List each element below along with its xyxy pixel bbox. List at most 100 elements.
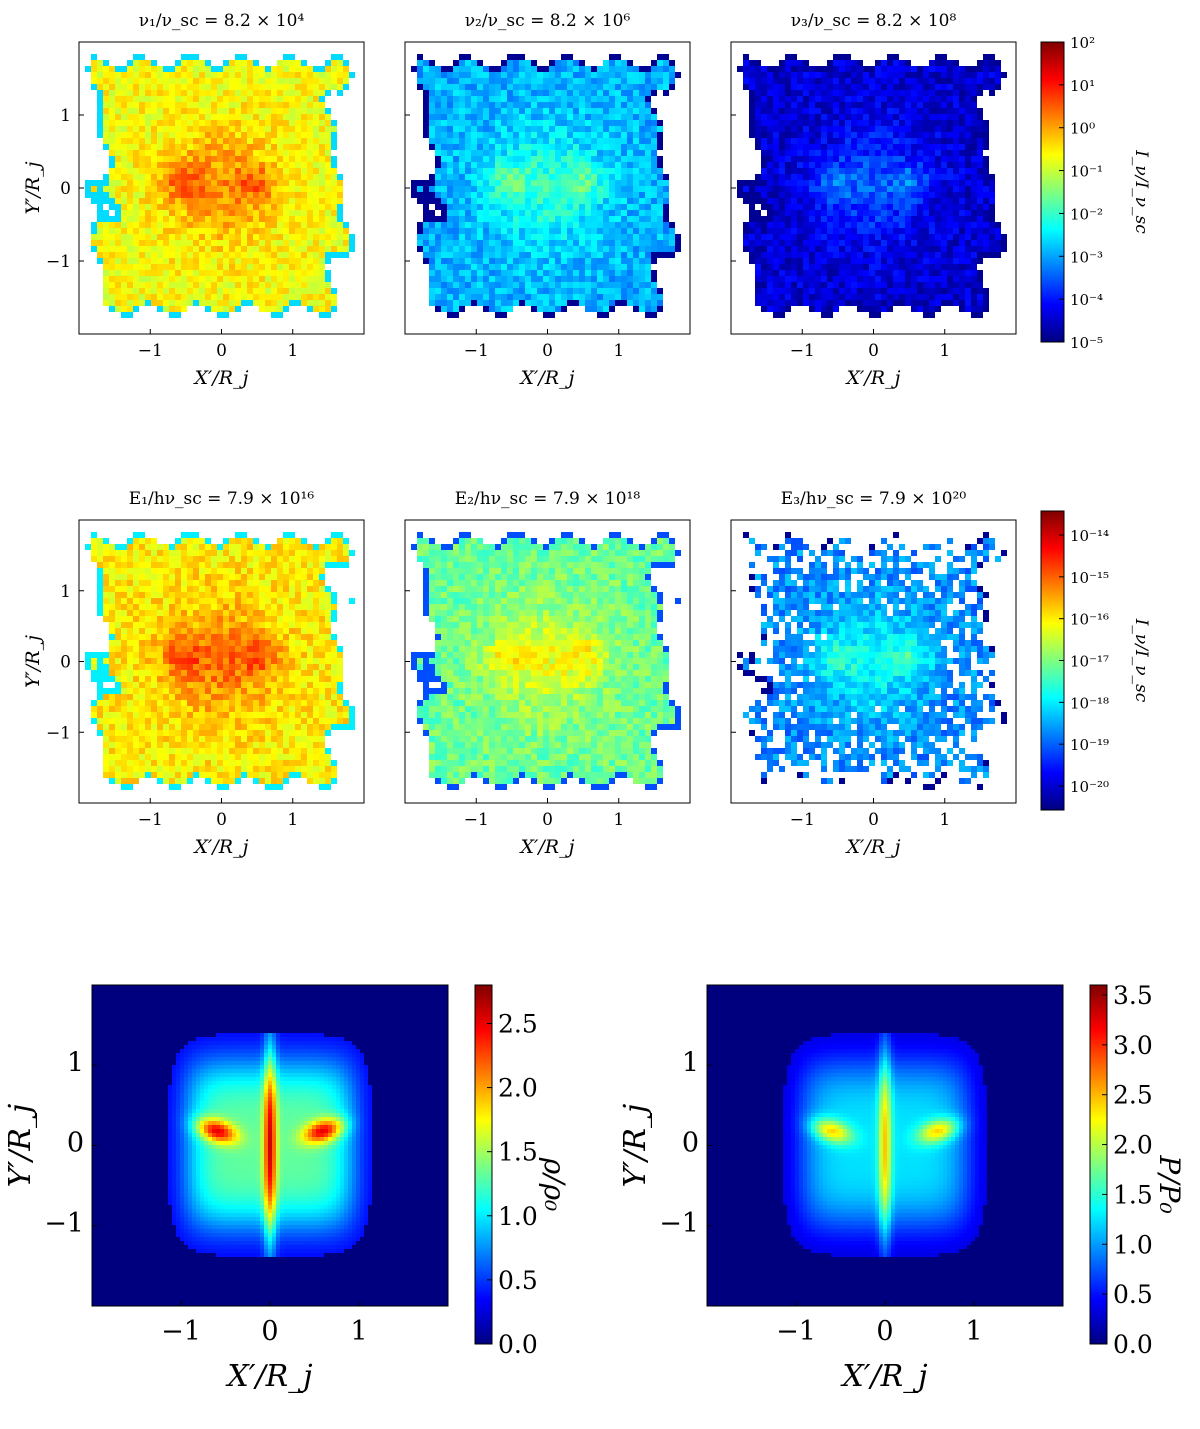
panel-7: −1 0 1 1 0 −1 X′/R_j Y′/R_j bbox=[3, 984, 449, 1394]
panel-2-xlabel: X′/R_j bbox=[519, 367, 575, 389]
panel-6: −1 0 1 E₃/hν_sc = 7.9 × 10²⁰ X′/R_j bbox=[730, 489, 1017, 858]
panel-5-title: E₂/hν_sc = 7.9 × 10¹⁸ bbox=[455, 489, 641, 509]
panel-3-xtick-label: 1 bbox=[939, 341, 950, 361]
panel-8-ytick-label: −1 bbox=[659, 1208, 699, 1239]
panel-1-ytick-label: −1 bbox=[46, 252, 71, 272]
panel-4-xtick-label: −1 bbox=[138, 810, 163, 830]
panel-8-colorbar-label: P/P₀ bbox=[1153, 1154, 1186, 1213]
panel-7-ylabel: Y′/R_j bbox=[3, 1104, 38, 1188]
row1-colorbar-tick-label: 10² bbox=[1070, 34, 1095, 52]
row2-colorbar-tick-label: 10⁻¹⁴ bbox=[1070, 527, 1109, 545]
panel-5: −1 0 1 E₂/hν_sc = 7.9 × 10¹⁸ X′/R_j bbox=[404, 489, 691, 858]
panel-7-colorbar: 0.0 0.5 1.0 1.5 2.0 2.5 ρ/ρ₀ bbox=[474, 984, 571, 1359]
panel-5-xtick-label: 1 bbox=[613, 810, 624, 830]
panel-1-xlabel: X′/R_j bbox=[193, 367, 249, 389]
panel-4-xlabel: X′/R_j bbox=[193, 836, 249, 858]
panel-8: −1 0 1 1 0 −1 X′/R_j Y′/R_j bbox=[618, 984, 1064, 1394]
panel-8-colorbar-tick-label: 0.5 bbox=[1113, 1280, 1153, 1309]
panel-7-xtick-label: 0 bbox=[261, 1316, 278, 1347]
panel-3-xlabel: X′/R_j bbox=[845, 367, 901, 389]
panel-6-xlabel: X′/R_j bbox=[845, 836, 901, 858]
panel-1-xtick-label: 0 bbox=[216, 341, 227, 361]
row2-colorbar-tick-label: 10⁻¹⁹ bbox=[1070, 736, 1109, 754]
panel-1-xtick-label: 1 bbox=[287, 341, 298, 361]
panel-4-xtick-label: 0 bbox=[216, 810, 227, 830]
panel-4-ytick-label: 1 bbox=[60, 582, 71, 602]
panel-8-colorbar-tick-label: 0.0 bbox=[1113, 1330, 1153, 1359]
row2-colorbar-tick-label: 10⁻¹⁶ bbox=[1070, 611, 1109, 629]
row2-colorbar-label: I_ν/I_ν_sc bbox=[1131, 618, 1151, 703]
row2-colorbar-tick-label: 10⁻²⁰ bbox=[1070, 778, 1109, 796]
panel-5-xlabel: X′/R_j bbox=[519, 836, 575, 858]
panel-1-xtick-label: −1 bbox=[138, 341, 163, 361]
panel-1: −1 0 1 1 0 −1 ν₁/ν_sc = 8.2 × 10⁴ X′/R_j Y′/R_j bbox=[22, 11, 365, 389]
row1-colorbar-tick-label: 10⁻¹ bbox=[1070, 163, 1103, 181]
row2-colorbar: 10⁻¹⁴ 10⁻¹⁵ 10⁻¹⁶ 10⁻¹⁷ 10⁻¹⁸ 10⁻¹⁹ 10⁻²⁰ I_ν/I… bbox=[1040, 510, 1151, 811]
panel-8-xtick-label: −1 bbox=[776, 1316, 816, 1347]
panel-8-colorbar-tick-label: 3.5 bbox=[1113, 981, 1153, 1010]
panel-6-xtick-label: −1 bbox=[790, 810, 815, 830]
panel-4-ytick-label: −1 bbox=[46, 723, 71, 743]
panel-2-xtick-label: 0 bbox=[542, 341, 553, 361]
panel-7-xtick-label: −1 bbox=[161, 1316, 201, 1347]
panel-6-xtick-label: 1 bbox=[939, 810, 950, 830]
panel-3-xtick-label: 0 bbox=[868, 341, 879, 361]
panel-6-xtick-label: 0 bbox=[868, 810, 879, 830]
panel-5-xtick-label: −1 bbox=[464, 810, 489, 830]
panel-8-ytick-label: 1 bbox=[682, 1047, 699, 1078]
row2-colorbar-tick-label: 10⁻¹⁸ bbox=[1070, 694, 1109, 712]
panel-7-colorbar-tick-label: 2.5 bbox=[498, 1009, 538, 1038]
panel-2: −1 0 1 ν₂/ν_sc = 8.2 × 10⁶ X′/R_j bbox=[404, 11, 691, 389]
panel-8-xlabel: X′/R_j bbox=[840, 1359, 927, 1394]
panel-7-ytick-label: −1 bbox=[44, 1208, 84, 1239]
panel-8-colorbar-tick-label: 1.0 bbox=[1113, 1230, 1153, 1259]
panel-4-xtick-label: 1 bbox=[287, 810, 298, 830]
panel-2-xtick-label: 1 bbox=[613, 341, 624, 361]
panel-8-colorbar-bar bbox=[1089, 984, 1108, 1345]
panel-1-ytick-label: 0 bbox=[60, 179, 71, 199]
row1-colorbar-tick-label: 10¹ bbox=[1070, 77, 1095, 95]
panel-4-ytick-label: 0 bbox=[60, 653, 71, 673]
panel-7-colorbar-tick-label: 0.5 bbox=[498, 1266, 538, 1295]
panel-8-colorbar-tick-label: 2.0 bbox=[1113, 1131, 1153, 1160]
row1-colorbar-tick-label: 10⁻³ bbox=[1070, 248, 1103, 266]
panel-3-xtick-label: −1 bbox=[790, 341, 815, 361]
panel-8-colorbar-tick-label: 3.0 bbox=[1113, 1031, 1153, 1060]
panel-4-title: E₁/hν_sc = 7.9 × 10¹⁶ bbox=[129, 489, 315, 509]
panel-8-colorbar-tick-label: 1.5 bbox=[1113, 1180, 1153, 1209]
row1-colorbar-tick-label: 10⁻⁴ bbox=[1070, 291, 1103, 309]
panel-2-xtick-label: −1 bbox=[464, 341, 489, 361]
panel-4-ylabel: Y′/R_j bbox=[22, 635, 44, 688]
panel-7-colorbar-bar bbox=[474, 984, 493, 1345]
panel-5-xtick-label: 0 bbox=[542, 810, 553, 830]
row1-colorbar-bar bbox=[1040, 41, 1065, 343]
row1-colorbar-tick-label: 10⁰ bbox=[1070, 120, 1095, 138]
panel-8-ylabel: Y′/R_j bbox=[618, 1104, 653, 1188]
row1-colorbar-label: I_ν/I_ν_sc bbox=[1131, 149, 1151, 234]
panel-8-xtick-label: 0 bbox=[876, 1316, 893, 1347]
row1-colorbar-tick-label: 10⁻² bbox=[1070, 205, 1103, 223]
row2-colorbar-tick-label: 10⁻¹⁵ bbox=[1070, 569, 1109, 587]
panel-1-ylabel: Y′/R_j bbox=[22, 161, 44, 214]
panel-8-colorbar: 0.0 0.5 1.0 1.5 2.0 2.5 3.0 3.5 P/P₀ bbox=[1089, 981, 1186, 1359]
row2-colorbar-tick-label: 10⁻¹⁷ bbox=[1070, 653, 1109, 671]
panel-7-ytick-label: 0 bbox=[67, 1128, 84, 1159]
row1-colorbar: 10² 10¹ 10⁰ 10⁻¹ 10⁻² 10⁻³ 10⁻⁴ 10⁻⁵ I_ν/I_ν_sc bbox=[1040, 34, 1151, 352]
panel-7-colorbar-tick-label: 2.0 bbox=[498, 1074, 538, 1103]
panel-6-title: E₃/hν_sc = 7.9 × 10²⁰ bbox=[781, 489, 967, 509]
panel-8-xtick-label: 1 bbox=[965, 1316, 982, 1347]
panel-3: −1 0 1 ν₃/ν_sc = 8.2 × 10⁸ X′/R_j bbox=[730, 11, 1017, 389]
panel-7-colorbar-label: ρ/ρ₀ bbox=[538, 1157, 571, 1212]
panel-2-title: ν₂/ν_sc = 8.2 × 10⁶ bbox=[465, 11, 631, 31]
row1-colorbar-tick-label: 10⁻⁵ bbox=[1070, 334, 1103, 352]
panel-7-colorbar-tick-label: 1.0 bbox=[498, 1202, 538, 1231]
panel-7-ytick-label: 1 bbox=[67, 1047, 84, 1078]
panel-7-colorbar-tick-label: 1.5 bbox=[498, 1138, 538, 1167]
panel-8-ytick-label: 0 bbox=[682, 1128, 699, 1159]
panel-4: −1 0 1 1 0 −1 E₁/hν_sc = 7.9 × 10¹⁶ X′/R_j Y′/R_… bbox=[22, 489, 365, 858]
panel-3-title: ν₃/ν_sc = 8.2 × 10⁸ bbox=[791, 11, 957, 31]
panel-7-xlabel: X′/R_j bbox=[225, 1359, 312, 1394]
panel-7-xtick-label: 1 bbox=[350, 1316, 367, 1347]
panel-8-colorbar-tick-label: 2.5 bbox=[1113, 1081, 1153, 1110]
